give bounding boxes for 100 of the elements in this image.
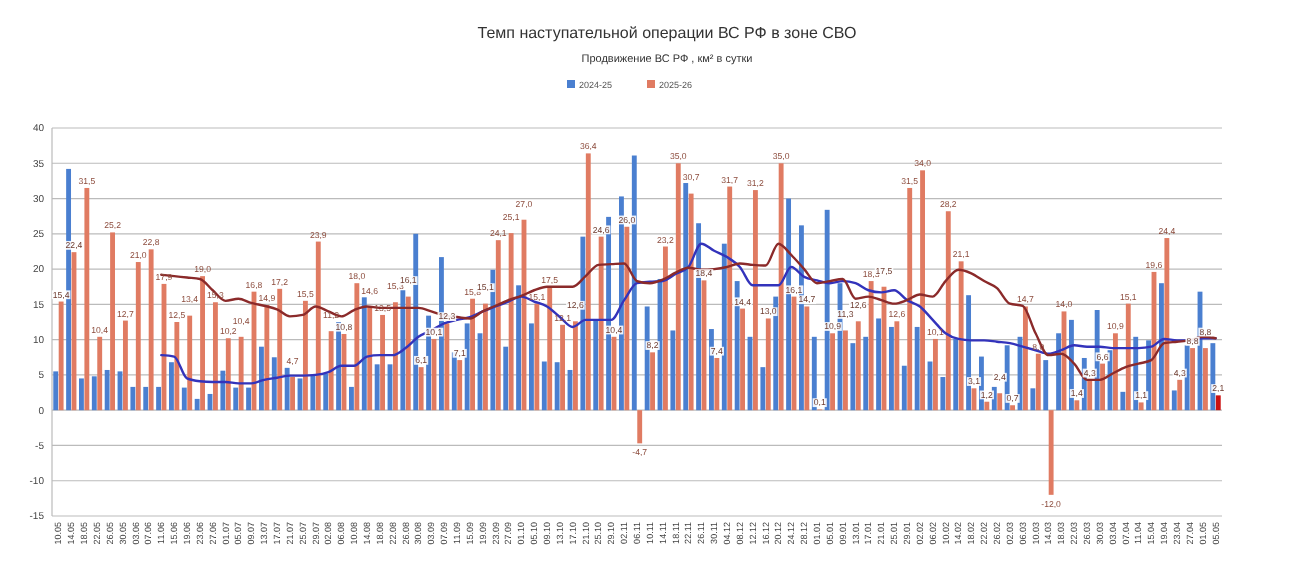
bar bbox=[413, 233, 419, 411]
bar bbox=[572, 321, 578, 411]
bar bbox=[451, 352, 457, 411]
bar bbox=[560, 324, 565, 411]
bar bbox=[284, 367, 290, 411]
bar bbox=[914, 326, 920, 411]
bar bbox=[670, 330, 676, 411]
bar bbox=[212, 302, 218, 411]
bar bbox=[1112, 333, 1118, 411]
bar bbox=[290, 377, 295, 411]
bar bbox=[534, 303, 540, 411]
bar bbox=[392, 302, 398, 411]
bar bbox=[662, 246, 668, 411]
bar bbox=[997, 393, 1003, 411]
bar bbox=[246, 387, 252, 411]
bar bbox=[529, 323, 534, 411]
bar bbox=[675, 163, 681, 411]
bar bbox=[259, 346, 264, 411]
bar bbox=[855, 321, 861, 411]
bar bbox=[53, 371, 59, 411]
bar bbox=[58, 301, 64, 411]
bar bbox=[156, 386, 162, 411]
bar bbox=[238, 336, 244, 411]
bar bbox=[400, 290, 406, 411]
bar bbox=[984, 401, 990, 411]
bar bbox=[966, 295, 972, 411]
bar bbox=[1048, 410, 1054, 495]
bar bbox=[444, 323, 450, 411]
bar bbox=[1184, 345, 1190, 411]
bar bbox=[598, 236, 604, 411]
bar bbox=[503, 346, 509, 411]
bar bbox=[850, 343, 856, 411]
bar bbox=[84, 187, 90, 411]
bar bbox=[104, 369, 110, 411]
bar bbox=[264, 305, 270, 411]
bar bbox=[1074, 400, 1080, 411]
bar bbox=[482, 303, 488, 411]
bar bbox=[920, 170, 925, 411]
bar bbox=[683, 183, 689, 411]
bar bbox=[310, 374, 316, 411]
bar bbox=[1120, 391, 1126, 411]
bar bbox=[200, 276, 205, 411]
bar bbox=[361, 297, 367, 411]
bar bbox=[945, 211, 951, 411]
bar bbox=[405, 296, 411, 411]
bar bbox=[143, 386, 149, 411]
bar bbox=[315, 241, 321, 411]
bar bbox=[773, 296, 779, 411]
bar bbox=[516, 285, 522, 411]
bar bbox=[830, 333, 835, 411]
bar bbox=[765, 318, 771, 411]
bar bbox=[354, 283, 360, 411]
bar bbox=[97, 336, 103, 411]
bar bbox=[277, 288, 283, 411]
bar bbox=[169, 362, 174, 411]
bar bbox=[876, 318, 882, 411]
bar bbox=[585, 153, 591, 411]
bar bbox=[714, 357, 720, 411]
bar bbox=[1159, 283, 1164, 411]
bar bbox=[1202, 348, 1208, 411]
bar bbox=[547, 286, 553, 411]
bar bbox=[1138, 402, 1144, 411]
bar bbox=[760, 367, 766, 411]
chart-title: Темп наступательной операции ВС РФ в зоне СВО bbox=[477, 24, 857, 42]
bar bbox=[490, 269, 496, 411]
bar bbox=[644, 306, 650, 411]
bar bbox=[709, 329, 714, 411]
bar bbox=[541, 361, 547, 411]
bar bbox=[495, 240, 501, 411]
bar bbox=[374, 364, 380, 411]
bar bbox=[1215, 395, 1221, 411]
bar bbox=[1043, 360, 1049, 411]
bar bbox=[1210, 343, 1216, 411]
bar bbox=[323, 373, 329, 411]
bar bbox=[721, 243, 727, 411]
bar bbox=[1035, 353, 1041, 411]
bar bbox=[1171, 390, 1177, 411]
bar bbox=[130, 386, 136, 411]
bar bbox=[91, 376, 97, 411]
bar bbox=[1100, 363, 1105, 411]
bar bbox=[901, 365, 907, 411]
bar bbox=[302, 300, 308, 411]
bar bbox=[225, 338, 231, 411]
bar bbox=[187, 315, 193, 411]
bar bbox=[367, 307, 373, 411]
bar bbox=[470, 298, 475, 411]
bar bbox=[233, 387, 239, 411]
bar bbox=[380, 314, 385, 411]
bar bbox=[328, 331, 334, 411]
bar bbox=[580, 236, 586, 411]
bar bbox=[1056, 333, 1062, 411]
bar bbox=[1010, 405, 1015, 411]
bar bbox=[842, 330, 848, 411]
bar bbox=[181, 387, 187, 411]
bar bbox=[637, 410, 643, 444]
bar bbox=[418, 367, 424, 411]
bar bbox=[631, 155, 637, 411]
bar bbox=[650, 352, 655, 411]
bar bbox=[863, 336, 869, 411]
bar bbox=[554, 362, 560, 411]
